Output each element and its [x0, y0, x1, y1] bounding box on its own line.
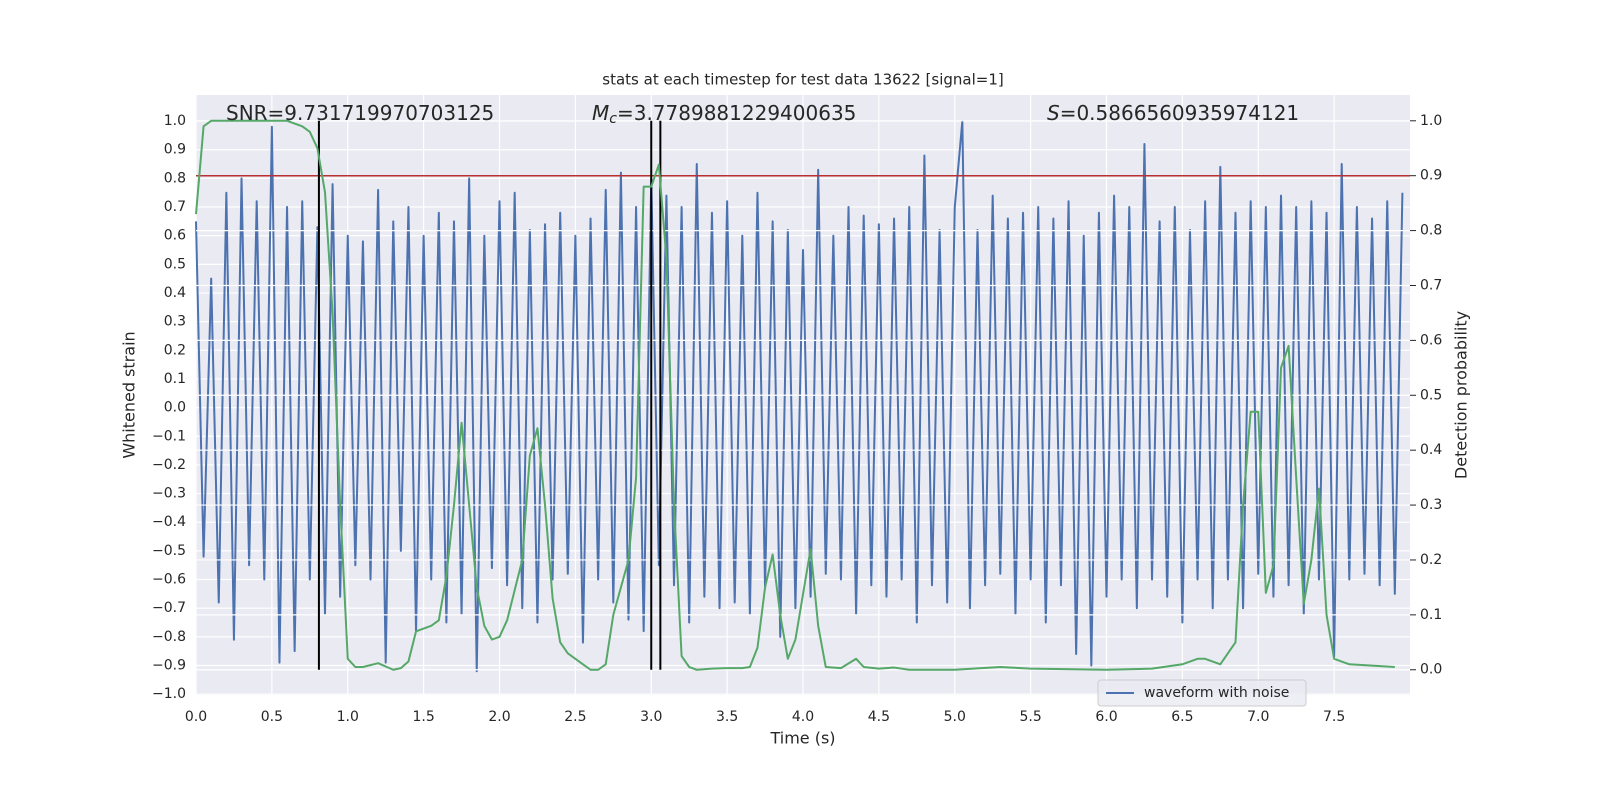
y-tick-label: −0.2: [152, 457, 186, 473]
x-tick-label: 4.0: [792, 709, 814, 725]
x-tick-label: 3.0: [640, 709, 662, 725]
y2-tick-label: 0.5: [1420, 387, 1442, 403]
y2-tick-label: 1.0: [1420, 113, 1442, 129]
x-tick-label: 0.5: [261, 709, 283, 725]
y-tick-label: −0.3: [152, 486, 186, 502]
annotation-symbol: M: [592, 101, 609, 125]
y-tick-label: −0.5: [152, 543, 186, 559]
x-tick-label: 5.5: [1019, 709, 1041, 725]
y-tick-label: 0.5: [164, 256, 186, 272]
series-line: [195, 120, 1404, 673]
y2-tick-label: 0.2: [1420, 552, 1442, 568]
y2-tick-label: 0.4: [1420, 442, 1442, 458]
y-tick-label: 0.3: [164, 314, 186, 330]
annotation: Mc=3.7789881229400635: [592, 101, 856, 128]
y-tick-label: 0.4: [164, 285, 186, 301]
y-tick-label: −0.8: [152, 629, 186, 645]
annotation: S=0.5866560935974121: [1047, 101, 1299, 125]
y-tick-label: 0.9: [164, 142, 186, 158]
y-tick-label: 0.0: [164, 400, 186, 416]
y2-tick-label: 0.7: [1420, 277, 1442, 293]
annotation-text: =0.5866560935974121: [1060, 101, 1299, 125]
legend-box: [1097, 679, 1307, 707]
y2-axis-label: Detection probability: [1452, 311, 1471, 479]
y-axis-label: Whitened strain: [120, 331, 139, 458]
y2-tick-label: 0.9: [1420, 168, 1442, 184]
annotation-text: SNR=9.731719970703125: [226, 101, 494, 125]
x-tick-label: 1.5: [412, 709, 434, 725]
y-tick-label: −0.9: [152, 657, 186, 673]
y-tick-label: −0.6: [152, 572, 186, 588]
y-tick-label: 0.1: [164, 371, 186, 387]
legend-label: waveform with noise: [1144, 685, 1289, 701]
annotation: SNR=9.731719970703125: [226, 101, 494, 125]
x-tick-label: 3.5: [716, 709, 738, 725]
y-tick-label: −0.1: [152, 428, 186, 444]
x-tick-label: 2.5: [564, 709, 586, 725]
y2-tick-label: 0.8: [1420, 223, 1442, 239]
y-tick-label: −0.4: [152, 514, 186, 530]
x-tick-label: 6.5: [1171, 709, 1193, 725]
y-tick-label: 0.7: [164, 199, 186, 215]
series-line: [195, 119, 1395, 671]
x-tick-label: 4.5: [868, 709, 890, 725]
y2-tick-label: 0.3: [1420, 497, 1442, 513]
x-axis-label: Time (s): [769, 729, 835, 748]
x-tick-label: 1.0: [337, 709, 359, 725]
y-tick-label: 0.8: [164, 170, 186, 186]
chart-title: stats at each timestep for test data 136…: [602, 71, 1003, 89]
y-tick-label: −1.0: [152, 686, 186, 702]
y2-tick-label: 0.0: [1420, 662, 1442, 678]
annotation-text: =3.7789881229400635: [617, 101, 856, 125]
x-tick-label: 5.0: [944, 709, 966, 725]
y2-tick-label: 0.1: [1420, 607, 1442, 623]
y-tick-label: 0.2: [164, 342, 186, 358]
x-tick-label: 6.0: [1095, 709, 1117, 725]
y-tick-label: 1.0: [164, 113, 186, 129]
annotation-symbol: S: [1047, 101, 1060, 125]
y2-tick-label: 0.6: [1420, 332, 1442, 348]
y-tick-label: 0.6: [164, 228, 186, 244]
x-tick-label: 7.5: [1323, 709, 1345, 725]
x-tick-label: 0.0: [185, 709, 207, 725]
x-tick-label: 7.0: [1247, 709, 1269, 725]
y-tick-label: −0.7: [152, 600, 186, 616]
x-tick-label: 2.0: [488, 709, 510, 725]
annotation-subscript: c: [609, 111, 617, 127]
